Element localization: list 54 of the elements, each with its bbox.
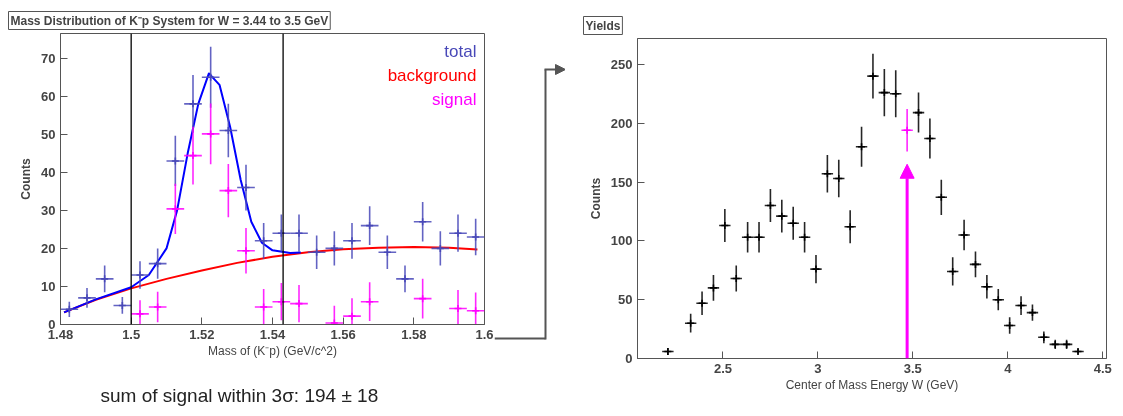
chart-title: Yields (585, 18, 621, 33)
point (902, 125, 912, 135)
y-tick-label: 0 (625, 351, 633, 366)
point (868, 71, 878, 81)
point (697, 298, 707, 308)
x-tick-label: 4 (1004, 360, 1013, 376)
y-tick-label: 60 (41, 88, 56, 104)
y-tick-label: 40 (41, 164, 56, 180)
y-tick-label: 250 (610, 56, 633, 72)
point (241, 246, 251, 255)
y-tick-label: 70 (41, 50, 56, 66)
point (400, 274, 410, 284)
point (294, 228, 304, 238)
x-tick-label: 1.52 (189, 326, 215, 342)
y-axis-title: Counts (19, 158, 34, 200)
point (959, 230, 969, 240)
text: sum of signal within 3σ: 194 ± 18 (100, 385, 379, 406)
y-tick-label: 50 (41, 126, 56, 142)
x-tick-label: 1.56 (330, 326, 356, 342)
point (135, 309, 145, 319)
point (188, 99, 198, 109)
point (82, 293, 92, 303)
text: total (444, 41, 477, 61)
x-tick-label: 1.58 (401, 326, 427, 342)
y-tick-label: 10 (41, 278, 56, 294)
x-tick-label: 1.5 (122, 326, 141, 342)
point (788, 218, 798, 228)
point (453, 228, 463, 238)
point (811, 264, 821, 274)
y-tick-label: 150 (610, 174, 633, 190)
y-tick-label: 200 (610, 115, 633, 131)
y-tick-label: 30 (41, 202, 56, 218)
line-series (63, 72, 302, 314)
text: signal (432, 89, 477, 109)
point (347, 236, 357, 246)
x-tick-label: 1.6 (475, 326, 494, 342)
x-tick-label: 3 (814, 360, 822, 376)
point (982, 282, 992, 292)
y-tick-label: 50 (618, 292, 633, 308)
text: background (387, 65, 477, 85)
y-axis-title: Counts (588, 177, 603, 220)
x-axis-title: Center of Mass Energy W (GeV) (785, 377, 959, 392)
point (135, 270, 145, 280)
x-tick-label: 1.54 (259, 326, 286, 342)
x-axis-title: Mass of (K⁻p) (GeV/c^2) (208, 343, 337, 358)
chart-title: Mass Distribution of K⁻p System for W = 3.44 to 3.5 GeV (10, 13, 329, 28)
point (347, 311, 357, 321)
x-tick-label: 2.5 (713, 360, 732, 376)
x-tick-label: 4.5 (1093, 360, 1112, 376)
y-tick-label: 100 (610, 233, 633, 249)
point (845, 222, 855, 232)
point (777, 211, 787, 221)
y-tick-label: 20 (41, 240, 56, 256)
x-tick-label: 3.5 (903, 360, 922, 376)
